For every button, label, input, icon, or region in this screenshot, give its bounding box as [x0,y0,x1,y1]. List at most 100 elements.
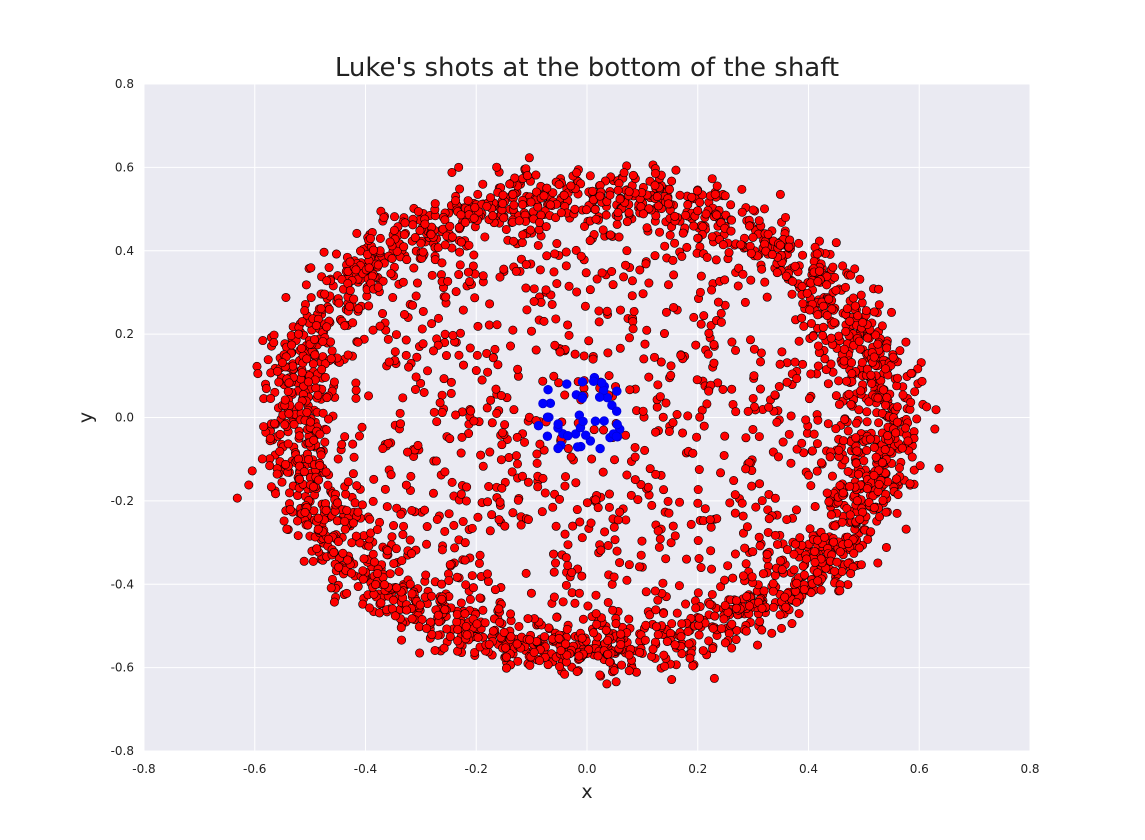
data-point [514,621,524,631]
data-point [550,340,560,350]
data-point [308,482,318,492]
data-point [627,276,637,286]
data-point [917,376,927,386]
data-point [611,431,622,442]
data-point [638,209,648,219]
data-point [309,335,319,345]
data-point [513,495,523,505]
data-point [401,480,411,490]
data-point [667,675,677,685]
data-point [501,652,511,662]
x-tick-label: 0.6 [910,762,929,776]
data-point [855,514,865,524]
data-point [784,242,794,252]
data-point [778,437,788,447]
data-point [720,275,730,285]
data-point [548,502,558,512]
data-point [490,585,500,595]
data-point [834,399,844,409]
data-point [693,498,703,508]
data-point [462,482,472,492]
data-point [798,359,808,369]
data-point [609,522,619,532]
data-point [702,252,712,262]
data-point [664,184,674,194]
data-point [467,523,477,533]
data-point [561,261,571,271]
data-point [895,346,905,356]
data-point [346,568,356,578]
data-point [644,204,654,214]
data-point [731,596,741,606]
data-point [600,527,610,537]
data-point [738,528,748,538]
data-point [315,429,325,439]
data-point [737,498,747,508]
data-point [461,496,471,506]
data-point [310,350,320,360]
data-point [416,378,426,388]
data-point [624,650,634,660]
data-point [445,434,455,444]
data-point [483,367,493,377]
data-point [797,438,807,448]
data-point [706,546,716,556]
data-point [731,345,741,355]
data-point [587,454,597,464]
data-point [670,531,680,541]
data-point [465,594,475,604]
data-point [405,535,415,545]
data-point [764,514,774,524]
data-point [392,583,402,593]
data-point [387,532,397,542]
data-point [440,329,450,339]
data-point [619,272,629,282]
data-point [615,305,625,315]
data-point [327,346,337,356]
data-point [707,564,717,574]
data-point [463,267,473,277]
data-point [807,446,817,456]
data-point [746,275,756,285]
y-tick-label: -0.2 [111,494,134,508]
data-point [830,521,840,531]
data-point [681,210,691,220]
data-point [631,667,641,677]
data-point [488,626,498,636]
data-point [473,189,483,199]
data-point [390,212,400,222]
data-point [686,519,696,529]
data-point [552,239,562,249]
data-point [379,580,389,590]
data-point [390,611,400,621]
data-point [698,646,708,656]
data-point [730,549,740,559]
y-tick-label: 0.0 [115,411,134,425]
data-point [447,232,457,242]
data-point [883,431,893,441]
data-point [594,392,605,402]
data-point [663,199,673,209]
data-point [343,350,353,360]
data-point [881,400,891,410]
data-point [265,461,275,471]
data-point [621,515,631,525]
data-point [734,263,744,273]
data-point [788,276,798,286]
data-point [661,307,671,317]
data-point [794,238,804,248]
data-point [577,377,588,387]
data-point [668,418,678,428]
data-point [727,215,737,225]
data-point [329,597,339,607]
data-point [566,181,576,191]
data-point [549,267,559,277]
data-point [494,515,504,525]
data-point [594,317,604,327]
data-point [561,639,571,649]
data-point [468,583,478,593]
data-point [562,624,572,634]
data-point [496,391,506,401]
data-point [641,259,651,269]
